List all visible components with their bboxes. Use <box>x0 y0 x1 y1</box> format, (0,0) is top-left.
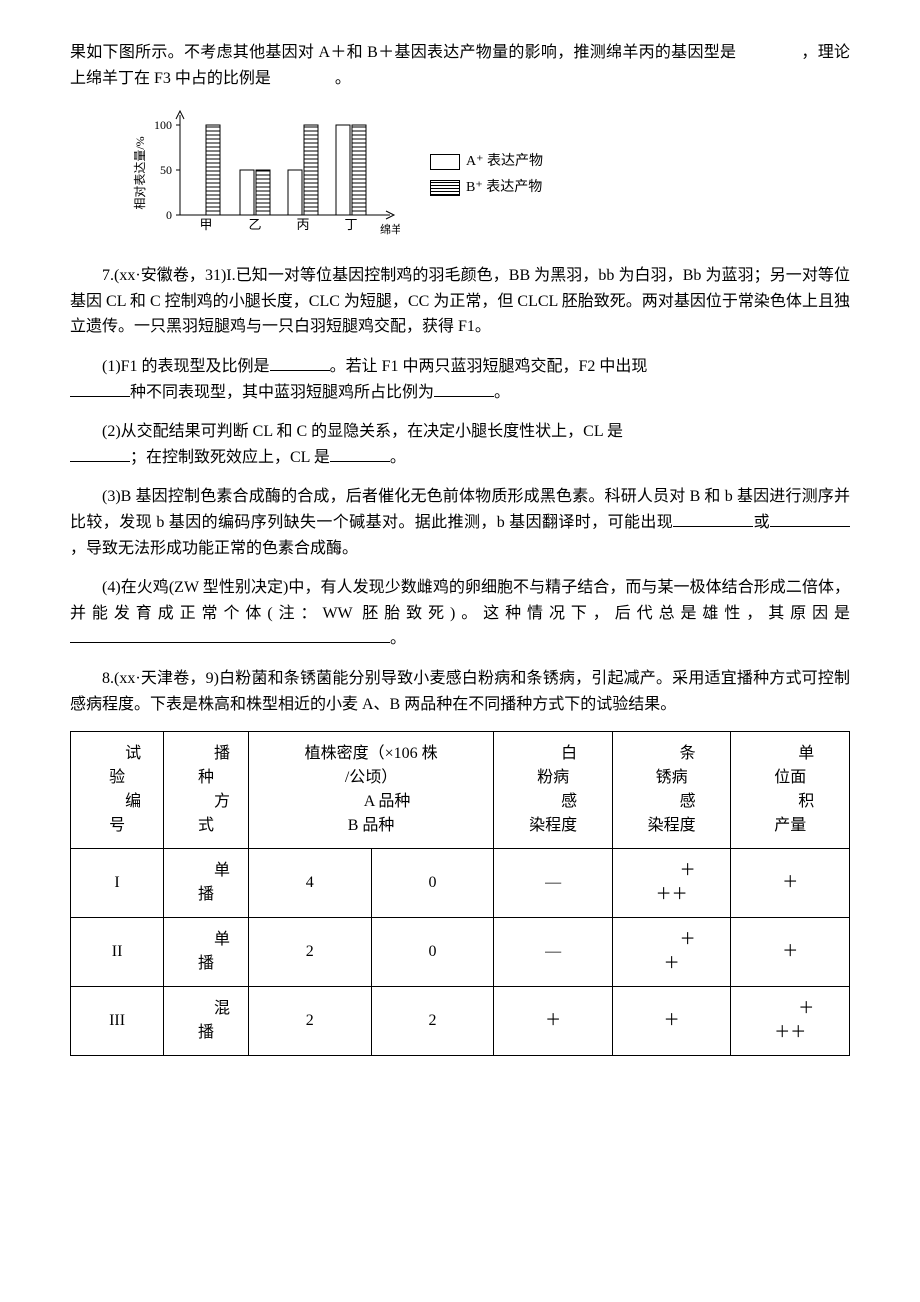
cell-stripe: ＋＋＋ <box>612 849 731 918</box>
cell-powdery: ＋ <box>494 987 613 1056</box>
q7-part1: (1)F1 的表现型及比例是 。若让 F1 中两只蓝羽短腿鸡交配，F2 中出现 种… <box>70 354 850 405</box>
q7-p3b: 或 <box>753 514 770 531</box>
blank <box>770 510 850 527</box>
svg-text:0: 0 <box>166 208 172 222</box>
blank <box>434 380 494 397</box>
table-header-row: 试验 编号 播种 方式 植株密度（×106 株/公顷） A 品种 B 品种 白粉… <box>71 732 850 849</box>
svg-text:绵羊个体: 绵羊个体 <box>380 222 400 236</box>
intro-paragraph: 果如下图所示。不考虑其他基因对 A＋和 B＋基因表达产物量的影响，推测绵羊丙的基… <box>70 40 850 91</box>
q7-p1b: 。若让 F1 中两只蓝羽短腿鸡交配，F2 中出现 <box>330 358 648 375</box>
col-trial: 试验 编号 <box>71 732 164 849</box>
cell-powdery: — <box>494 918 613 987</box>
cell-yield: ＋ <box>731 918 850 987</box>
cell-trial: I <box>71 849 164 918</box>
experiment-table: 试验 编号 播种 方式 植株密度（×106 株/公顷） A 品种 B 品种 白粉… <box>70 731 850 1056</box>
cell-b: 0 <box>371 849 494 918</box>
blank <box>270 354 330 371</box>
cell-a: 2 <box>248 987 371 1056</box>
svg-text:丙: 丙 <box>296 217 309 232</box>
cell-trial: III <box>71 987 164 1056</box>
cell-a: 4 <box>248 849 371 918</box>
cell-yield: ＋＋＋ <box>731 987 850 1056</box>
q7-p4b: 。 <box>390 630 406 647</box>
q7-p2b: ；在控制致死效应上，CL 是 <box>130 449 330 466</box>
col-method: 播种 方式 <box>164 732 249 849</box>
legend-label-a: A⁺ 表达产物 <box>466 151 543 173</box>
svg-text:甲: 甲 <box>199 217 212 232</box>
table-row: II 单播 2 0 — ＋＋ ＋ <box>71 918 850 987</box>
q7-p2a: (2)从交配结果可判断 CL 和 C 的显隐关系，在决定小腿长度性状上，CL 是 <box>102 423 623 440</box>
q7-p1a: (1)F1 的表现型及比例是 <box>102 358 270 375</box>
cell-b: 2 <box>371 987 494 1056</box>
cell-stripe: ＋ <box>612 987 731 1056</box>
svg-text:50: 50 <box>160 163 172 177</box>
legend-swatch-b <box>430 180 460 196</box>
cell-method: 单播 <box>164 849 249 918</box>
q8-head: 8.(xx·天津卷，9)白粉菌和条锈菌能分别导致小麦感白粉病和条锈病，引起减产。… <box>70 666 850 717</box>
svg-text:相对表达量/%: 相对表达量/% <box>133 137 147 210</box>
cell-method: 混播 <box>164 987 249 1056</box>
q7-p1c: 种不同表现型，其中蓝羽短腿鸡所占比例为 <box>130 384 434 401</box>
cell-stripe: ＋＋ <box>612 918 731 987</box>
expression-chart: 0 50 100 相对表达量/% 甲 乙 丙 <box>130 105 850 245</box>
table-row: III 混播 2 2 ＋ ＋ ＋＋＋ <box>71 987 850 1056</box>
blank <box>70 380 130 397</box>
q7-head: 7.(xx·安徽卷，31)I.已知一对等位基因控制鸡的羽毛颜色，BB 为黑羽，b… <box>70 263 850 340</box>
legend-label-b: B⁺ 表达产物 <box>466 177 542 199</box>
table-row: I 单播 4 0 — ＋＋＋ ＋ <box>71 849 850 918</box>
cell-yield: ＋ <box>731 849 850 918</box>
legend-swatch-a <box>430 154 460 170</box>
cell-powdery: — <box>494 849 613 918</box>
col-density: 植株密度（×106 株/公顷） A 品种 B 品种 <box>248 732 494 849</box>
svg-text:乙: 乙 <box>248 217 261 232</box>
cell-method: 单播 <box>164 918 249 987</box>
col-powdery: 白粉病 感染程度 <box>494 732 613 849</box>
svg-text:丁: 丁 <box>344 217 357 232</box>
q7-part4: (4)在火鸡(ZW 型性别决定)中，有人发现少数雌鸡的卵细胞不与精子结合，而与某… <box>70 575 850 652</box>
cell-trial: II <box>71 918 164 987</box>
blank <box>330 445 390 462</box>
q7-part3: (3)B 基因控制色素合成酶的合成，后者催化无色前体物质形成黑色素。科研人员对 … <box>70 484 850 561</box>
chart-legend: A⁺ 表达产物 B⁺ 表达产物 <box>430 147 543 204</box>
svg-text:100: 100 <box>154 118 172 132</box>
q7-part2: (2)从交配结果可判断 CL 和 C 的显隐关系，在决定小腿长度性状上，CL 是… <box>70 419 850 470</box>
q7-p1d: 。 <box>494 384 510 401</box>
blank <box>673 510 753 527</box>
col-stripe: 条锈病 感染程度 <box>612 732 731 849</box>
col-yield: 单位面 积产量 <box>731 732 850 849</box>
bar-chart-svg: 0 50 100 相对表达量/% 甲 乙 丙 <box>130 105 400 245</box>
q7-p4a: (4)在火鸡(ZW 型性别决定)中，有人发现少数雌鸡的卵细胞不与精子结合，而与某… <box>70 579 850 622</box>
q7-p3c: ，导致无法形成功能正常的色素合成酶。 <box>70 540 358 557</box>
blank <box>70 445 130 462</box>
blank <box>70 626 390 643</box>
cell-b: 0 <box>371 918 494 987</box>
q7-p2c: 。 <box>390 449 406 466</box>
cell-a: 2 <box>248 918 371 987</box>
